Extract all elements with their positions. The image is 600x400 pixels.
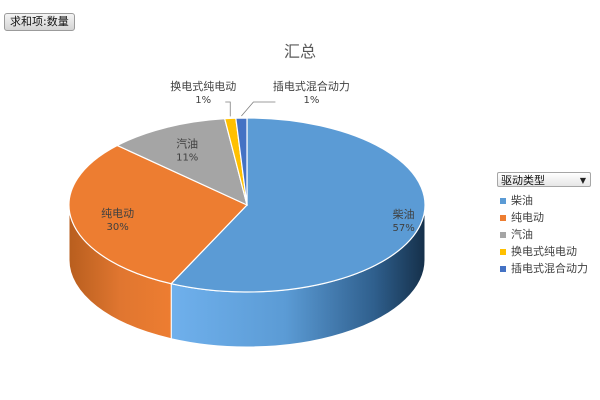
data-label-category: 纯电动 — [101, 207, 134, 220]
value-field-button[interactable]: 求和项:数量 — [4, 13, 75, 31]
drive-type-filter-dropdown[interactable]: 驱动类型 ▼ — [497, 172, 591, 187]
legend-list: 柴油纯电动汽油换电式纯电动 插电式混合动力 — [497, 192, 595, 277]
legend-label: 柴油 — [511, 194, 533, 207]
leader-line — [241, 101, 276, 117]
legend-swatch — [500, 197, 506, 204]
legend-label: 插电式混合动力 — [511, 262, 588, 275]
data-label-category: 换电式纯电动 — [170, 79, 236, 93]
chart-title: 汇总 — [283, 42, 316, 61]
legend-swatch — [500, 231, 506, 238]
legend-swatch — [500, 265, 506, 272]
data-label-percent: 30% — [106, 222, 128, 233]
data-label-percent: 57% — [393, 223, 415, 234]
legend-swatch — [500, 214, 506, 221]
data-label-percent: 11% — [176, 153, 198, 164]
drive-type-filter-label: 驱动类型 — [501, 174, 545, 187]
legend-item: 插电式混合动力 — [497, 260, 595, 277]
legend-label: 纯电动 — [511, 211, 544, 224]
pie-slice-汽油 — [115, 118, 248, 207]
data-label-category: 柴油 — [393, 207, 415, 221]
data-label-category: 汽油 — [176, 137, 198, 151]
pie-slice-插电式混合动力 — [235, 117, 248, 206]
chevron-down-icon: ▼ — [579, 176, 586, 185]
data-label-category: 插电式混合动力 — [273, 79, 350, 93]
legend-swatch — [500, 248, 506, 255]
legend-item: 柴油 — [497, 192, 595, 209]
legend-item: 汽油 — [497, 226, 595, 243]
legend: 驱动类型 ▼ 柴油纯电动汽油换电式纯电动 插电式混合动力 — [497, 172, 595, 277]
legend-item: 换电式纯电动 — [497, 243, 595, 260]
legend-item: 纯电动 — [497, 209, 595, 226]
pie-slice-纯电动 — [68, 144, 249, 285]
leader-line — [225, 101, 231, 117]
data-label-percent: 1% — [195, 95, 211, 106]
legend-label: 换电式纯电动 — [511, 245, 577, 258]
data-label-percent: 1% — [303, 95, 319, 106]
pie-slice-柴油 — [170, 117, 426, 293]
legend-label: 汽油 — [511, 228, 533, 241]
